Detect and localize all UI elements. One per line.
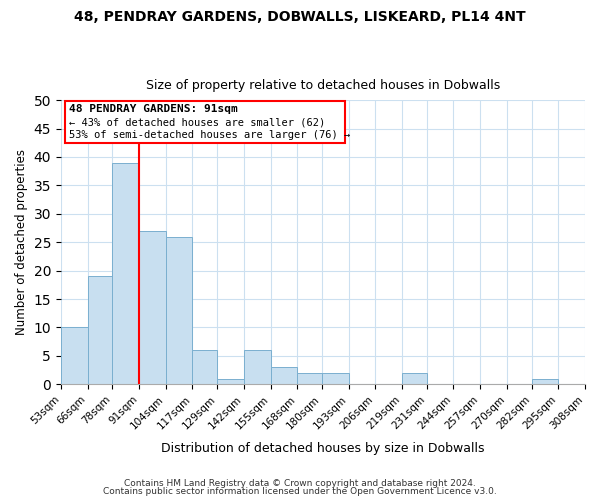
Bar (217, 378, 244, 384)
Bar (271, 368, 297, 384)
Text: 48, PENDRAY GARDENS, DOBWALLS, LISKEARD, PL14 4NT: 48, PENDRAY GARDENS, DOBWALLS, LISKEARD,… (74, 10, 526, 24)
FancyBboxPatch shape (65, 101, 344, 142)
Text: Contains public sector information licensed under the Open Government Licence v3: Contains public sector information licen… (103, 487, 497, 496)
Bar (166, 236, 193, 384)
X-axis label: Distribution of detached houses by size in Dobwalls: Distribution of detached houses by size … (161, 442, 485, 455)
Bar (88, 276, 112, 384)
Bar (532, 378, 558, 384)
Text: ← 43% of detached houses are smaller (62): ← 43% of detached houses are smaller (62… (69, 117, 325, 127)
Bar (61, 328, 88, 384)
Y-axis label: Number of detached properties: Number of detached properties (15, 149, 28, 335)
Bar (402, 373, 427, 384)
Text: 48 PENDRAY GARDENS: 91sqm: 48 PENDRAY GARDENS: 91sqm (69, 104, 238, 114)
Text: Contains HM Land Registry data © Crown copyright and database right 2024.: Contains HM Land Registry data © Crown c… (124, 478, 476, 488)
Bar (297, 373, 322, 384)
Text: 53% of semi-detached houses are larger (76) →: 53% of semi-detached houses are larger (… (69, 130, 350, 140)
Bar (244, 350, 271, 384)
Bar (139, 231, 166, 384)
Title: Size of property relative to detached houses in Dobwalls: Size of property relative to detached ho… (146, 79, 500, 92)
Bar (193, 350, 217, 384)
Bar (322, 373, 349, 384)
Bar (112, 162, 139, 384)
